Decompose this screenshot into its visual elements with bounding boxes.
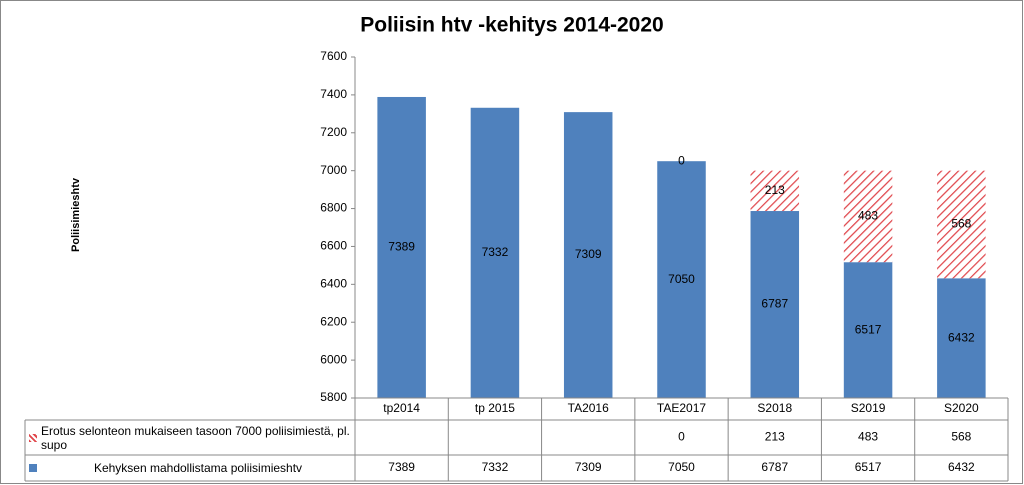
y-tick-label: 6400 [320, 277, 347, 291]
y-axis-label: Poliisimieshtv [70, 177, 82, 252]
table-cell: 7389 [388, 460, 415, 474]
data-label: 483 [858, 209, 878, 223]
x-tick-label: S2019 [851, 401, 886, 415]
table-cell: 0 [678, 430, 685, 444]
table-cell: 568 [951, 430, 971, 444]
data-label: 7309 [575, 247, 602, 261]
table-cell: 6432 [948, 460, 975, 474]
bar-segment [937, 170, 986, 279]
data-label: 7389 [388, 240, 415, 254]
bar-segment [937, 278, 986, 398]
data-label: 0 [678, 153, 685, 167]
table-row-header: Kehyksen mahdollistama poliisimieshtv [25, 455, 355, 481]
x-tick-label: tp 2015 [475, 401, 515, 415]
bar-segment [843, 262, 893, 398]
legend-label: Erotus selonteon mukaiseen tasoon 7000 p… [41, 423, 350, 452]
table-cell: 213 [765, 430, 785, 444]
legend-key [29, 433, 37, 442]
legend-label: Kehyksen mahdollistama poliisimieshtv [93, 461, 303, 475]
bar-segment [750, 170, 800, 212]
y-tick-label: 7200 [320, 125, 347, 139]
table-row-header: Erotus selonteon mukaiseen tasoon 7000 p… [25, 420, 355, 455]
bar-segment [563, 112, 613, 399]
data-label: 6432 [948, 330, 975, 344]
data-label: 6787 [761, 297, 788, 311]
table-cell: 6517 [855, 460, 882, 474]
data-label: 6517 [855, 322, 882, 336]
table-cell: 7332 [482, 460, 509, 474]
x-tick-label: S2020 [944, 401, 979, 415]
y-tick-label: 7000 [320, 163, 347, 177]
table-cell: 483 [858, 430, 878, 444]
y-tick-label: 6200 [320, 314, 347, 328]
table-cell: 7050 [668, 460, 695, 474]
y-tick-label: 7600 [320, 49, 347, 63]
y-tick-label: 6600 [320, 239, 347, 253]
x-tick-label: S2018 [757, 401, 792, 415]
data-label: 7050 [668, 272, 695, 286]
data-label: 213 [765, 183, 785, 197]
bar-segment [657, 161, 706, 398]
bar-segment [750, 211, 800, 398]
y-tick-label: 7400 [320, 87, 347, 101]
y-tick-label: 6000 [320, 352, 347, 366]
bar-segment [843, 170, 893, 263]
chart-title: Poliisin htv -kehitys 2014-2020 [360, 14, 663, 37]
legend-key [29, 464, 37, 472]
bar-segment [377, 96, 426, 398]
y-tick-label: 5800 [320, 390, 347, 404]
data-label: 7332 [482, 245, 509, 259]
bar-segment [470, 107, 520, 398]
table-cell: 7309 [575, 460, 602, 474]
y-tick-label: 6800 [320, 201, 347, 215]
x-tick-label: tp2014 [383, 401, 420, 415]
data-label: 568 [951, 217, 971, 231]
table-cell: 6787 [761, 460, 788, 474]
x-tick-label: TA2016 [568, 401, 609, 415]
x-tick-label: TAE2017 [657, 401, 706, 415]
